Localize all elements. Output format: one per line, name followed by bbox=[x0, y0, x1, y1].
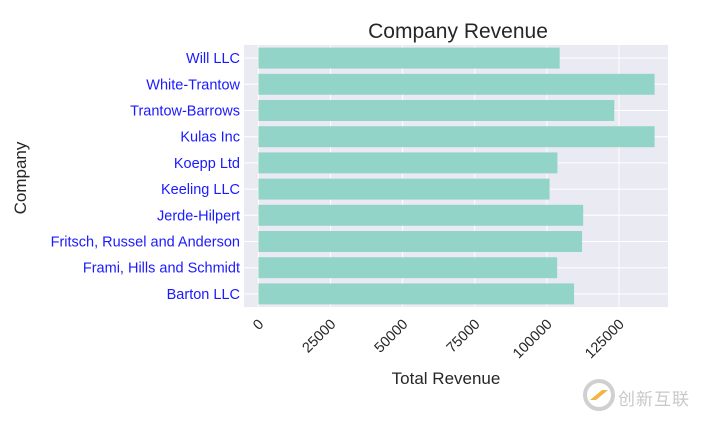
category-label: Kulas Inc bbox=[180, 130, 240, 146]
bar bbox=[258, 126, 655, 148]
category-label: Barton LLC bbox=[167, 287, 240, 303]
x-tick-label: 75000 bbox=[444, 317, 484, 357]
x-tick-label: 25000 bbox=[300, 317, 340, 357]
x-tick-label: 100000 bbox=[510, 317, 556, 363]
x-tick-label: 125000 bbox=[582, 317, 628, 363]
x-axis-label: Total Revenue bbox=[392, 369, 501, 388]
y-axis-label: Company bbox=[11, 141, 30, 214]
bar bbox=[258, 257, 558, 279]
bar bbox=[258, 73, 655, 95]
bar bbox=[258, 100, 615, 121]
category-label: Will LLC bbox=[186, 51, 240, 67]
bar bbox=[258, 231, 583, 252]
x-tick-label: 0 bbox=[250, 317, 267, 334]
bar bbox=[258, 204, 584, 226]
bar bbox=[258, 152, 558, 174]
category-label: Fritsch, Russel and Anderson bbox=[51, 235, 240, 251]
category-label: Keeling LLC bbox=[161, 182, 240, 198]
x-tick-label: 50000 bbox=[372, 317, 412, 357]
swirl-logo-icon bbox=[583, 379, 615, 411]
x-tick-labels: 0 25000 50000 75000 100000 125000 bbox=[250, 317, 628, 363]
watermark: 创新互联 bbox=[580, 378, 710, 412]
category-label: Trantow-Barrows bbox=[130, 104, 240, 120]
bars bbox=[258, 47, 655, 305]
chart-title: Company Revenue bbox=[368, 20, 548, 43]
bar bbox=[258, 283, 575, 305]
bar bbox=[258, 178, 550, 200]
category-label: White-Trantow bbox=[146, 77, 240, 93]
watermark-text: 创新互联 bbox=[618, 390, 690, 410]
category-labels: Will LLC White-Trantow Trantow-Barrows Kula… bbox=[51, 51, 241, 303]
category-label: Jerde-Hilpert bbox=[157, 208, 240, 224]
category-label: Koepp Ltd bbox=[174, 156, 240, 172]
category-label: Frami, Hills and Schmidt bbox=[83, 261, 240, 277]
bar bbox=[258, 47, 560, 69]
